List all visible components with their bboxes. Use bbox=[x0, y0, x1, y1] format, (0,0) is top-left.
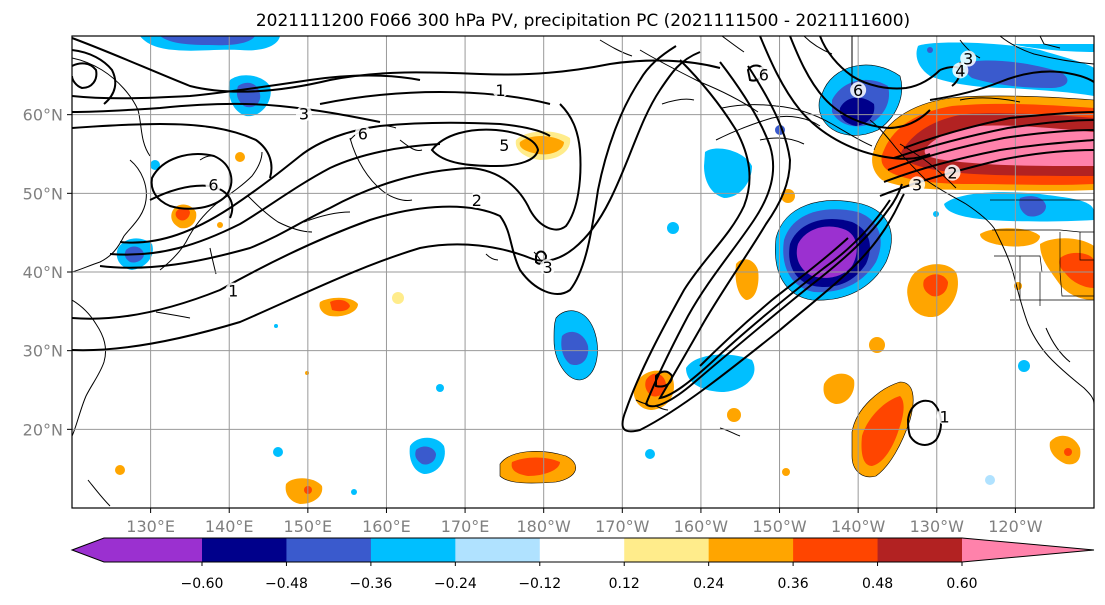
contour-label-bg bbox=[496, 137, 513, 154]
contour-label-bg bbox=[952, 62, 969, 79]
colorbar-segment bbox=[370, 538, 456, 562]
contour-label-bg bbox=[936, 408, 953, 425]
colorbar-tick-label: −0.36 bbox=[349, 576, 392, 592]
contour-label: 6 bbox=[208, 175, 218, 194]
contour-label: 2 bbox=[472, 191, 482, 210]
lon-tick-label: 160°E bbox=[362, 517, 411, 536]
colorbar-extend-low bbox=[72, 538, 202, 562]
colorbar-tick-label: −0.12 bbox=[518, 576, 561, 592]
contour-label: 3 bbox=[543, 258, 553, 277]
contour-label: 3 bbox=[912, 175, 922, 194]
contour-label: 6 bbox=[358, 124, 368, 143]
colorbar-tick-label: −0.60 bbox=[181, 576, 224, 592]
contour-label-bg bbox=[944, 164, 961, 181]
lat-tick-label: 40°N bbox=[23, 263, 63, 282]
contour-label-bg bbox=[225, 282, 242, 299]
lon-tick-label: 160°W bbox=[674, 517, 729, 536]
colorbar-segment bbox=[202, 538, 287, 562]
lon-tick-label: 170°E bbox=[441, 517, 490, 536]
colorbar-segment bbox=[793, 538, 878, 562]
contour-label: 5 bbox=[499, 136, 509, 155]
contour-label: 2 bbox=[947, 164, 957, 183]
contour-label: 1 bbox=[228, 282, 238, 301]
colorbar-tick-label: 0.60 bbox=[946, 576, 977, 592]
latitude-labels: 20°N 30°N 40°N 50°N 60°N bbox=[23, 106, 63, 440]
lon-tick-label: 140°W bbox=[831, 517, 886, 536]
longitude-labels: 130°E 140°E 150°E 160°E 170°E 180°W 170°W 160°W… bbox=[126, 517, 1042, 536]
axis-ticks bbox=[67, 114, 1016, 513]
colorbar bbox=[70, 537, 1095, 563]
colorbar-segment bbox=[877, 538, 963, 562]
colorbar-extend-low-tip bbox=[72, 538, 104, 562]
contour-label: 4 bbox=[955, 61, 965, 80]
contour-label-bg bbox=[492, 82, 509, 98]
colorbar-tick-label: 0.24 bbox=[693, 576, 724, 592]
contour-label-bg bbox=[295, 105, 312, 122]
contour-label-bg bbox=[468, 192, 485, 209]
colorbar-outline bbox=[70, 537, 1095, 563]
lon-tick-label: 130°E bbox=[126, 517, 175, 536]
colorbar-segment bbox=[708, 538, 794, 562]
figure-title: 2021111200 F066 300 hPa PV, precipitatio… bbox=[256, 11, 910, 31]
lon-tick-label: 120°W bbox=[988, 517, 1043, 536]
contour-label: 3 bbox=[299, 105, 309, 124]
contour-label: 6 bbox=[853, 81, 863, 100]
lon-tick-label: 150°E bbox=[284, 517, 333, 536]
contour-label: 3 bbox=[963, 50, 973, 69]
colorbar-tick-label: 0.48 bbox=[862, 576, 893, 592]
lon-tick-label: 130°W bbox=[910, 517, 965, 536]
lat-tick-label: 60°N bbox=[23, 106, 63, 125]
colorbar-tick-label: 0.12 bbox=[609, 576, 640, 592]
colorbar-tick-labels: −0.60 −0.48 −0.36 −0.24 −0.12 0.12 0.24 0.36 0.4… bbox=[181, 562, 978, 592]
colorbar-tick-label: −0.48 bbox=[265, 576, 308, 592]
colorbar-tick-label: −0.24 bbox=[434, 576, 477, 592]
lat-tick-label: 30°N bbox=[23, 342, 63, 361]
lon-tick-label: 150°W bbox=[752, 517, 807, 536]
contour-label-bg bbox=[850, 82, 867, 98]
contour-label-bg bbox=[539, 259, 556, 275]
contour-label: 1 bbox=[940, 407, 950, 426]
lon-tick-label: 180°W bbox=[517, 517, 572, 536]
lon-tick-label: 170°W bbox=[595, 517, 650, 536]
contour-label: 6 bbox=[759, 65, 769, 84]
colorbar-segment bbox=[455, 538, 541, 562]
colorbar-segment bbox=[624, 538, 710, 562]
contour-label-bg bbox=[960, 50, 977, 67]
colorbar-extend-high bbox=[962, 538, 1094, 562]
colorbar-segment bbox=[539, 538, 625, 562]
contour-label-bg bbox=[354, 125, 371, 142]
contour-label-bg bbox=[205, 176, 222, 193]
lon-tick-label: 140°E bbox=[205, 517, 254, 536]
lat-tick-label: 20°N bbox=[23, 420, 63, 439]
contour-label-bg bbox=[909, 176, 926, 193]
colorbar-tick-label: 0.36 bbox=[778, 576, 809, 592]
lat-tick-label: 50°N bbox=[23, 184, 63, 203]
contour-label-bg bbox=[755, 66, 772, 83]
colorbar-segment bbox=[286, 538, 372, 562]
pv-contours bbox=[72, 36, 1094, 446]
contour-label: 1 bbox=[495, 81, 505, 100]
